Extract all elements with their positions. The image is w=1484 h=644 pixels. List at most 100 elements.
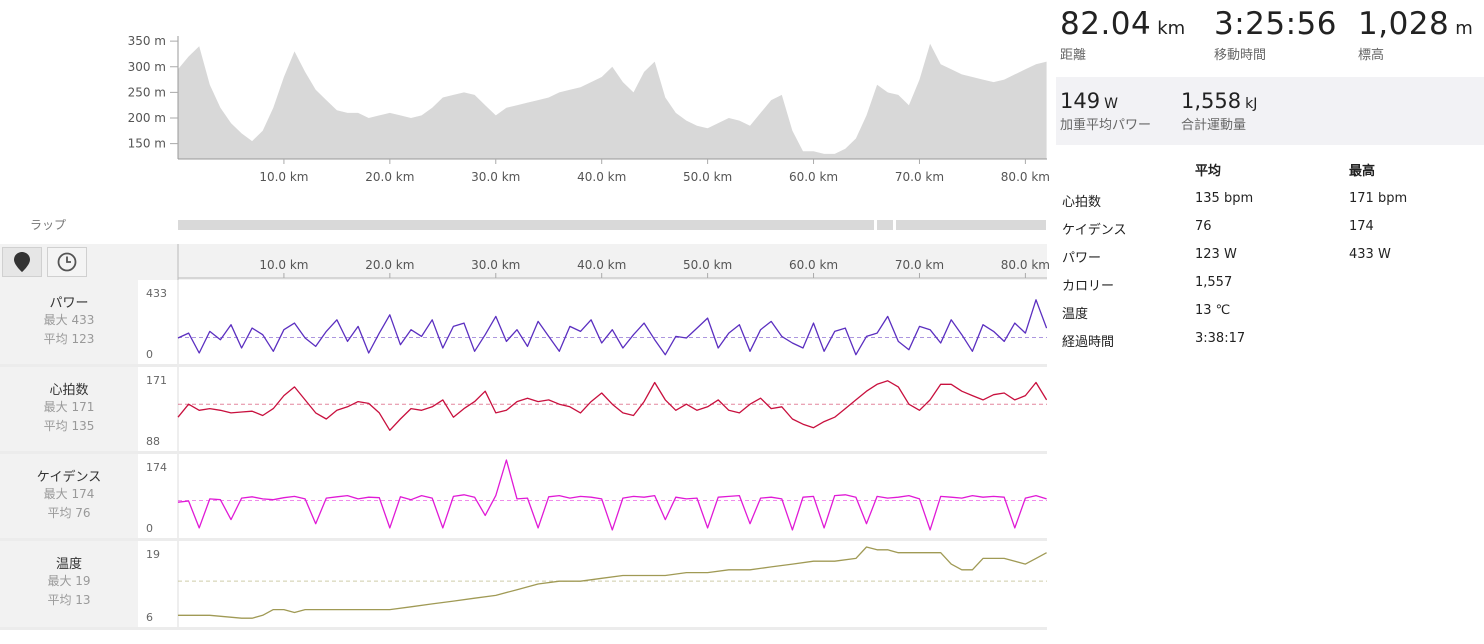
- power-chart[interactable]: 433 0: [140, 280, 1047, 364]
- moving-time-stat: 3:25:56 移動時間: [1214, 6, 1337, 63]
- distance-axis: 10.0 km 20.0 km 30.0 km 40.0 km 50.0 km 60.0 …: [177, 244, 1050, 280]
- x-tick-label: 30.0 km: [471, 170, 520, 184]
- x-tick-label: 10.0 km: [259, 258, 308, 272]
- hr-ymin-label: 88: [146, 435, 160, 448]
- elevation-area: [178, 43, 1047, 160]
- weighted-power-value: 149: [1060, 89, 1101, 113]
- temp-ymin-label: 6: [146, 611, 153, 624]
- metric-avg: 平均 76: [47, 506, 91, 520]
- weighted-power-stat: 149 W 加重平均パワー: [1060, 89, 1151, 133]
- cadence-label-panel: ケイデンス 最大 174 平均 76: [0, 454, 138, 538]
- x-tick-label: 70.0 km: [895, 170, 944, 184]
- cadence-series-line: [177, 459, 1047, 531]
- stats-row-label: 温度: [1062, 307, 1089, 322]
- stats-row-avg: 3:38:17: [1195, 331, 1246, 346]
- stats-row-label: パワー: [1062, 251, 1102, 266]
- metric-max: 最大 174: [43, 487, 95, 501]
- heart-rate-label-panel: 心拍数 最大 171 平均 135: [0, 367, 138, 451]
- heart-rate-chart[interactable]: 171 88: [140, 367, 1047, 451]
- stats-row-avg: 123 W: [1195, 247, 1237, 262]
- chart-divider: [0, 627, 1047, 630]
- chart-divider: [0, 364, 1047, 367]
- elevation-tick-label: 350 m: [128, 34, 166, 48]
- metric-avg: 平均 13: [47, 593, 91, 607]
- temperature-chart[interactable]: 19 6: [140, 541, 1047, 627]
- cadence-ymax-label: 174: [146, 461, 167, 474]
- stats-row-cadence: ケイデンス 76 174: [1062, 219, 1472, 247]
- temp-ymax-label: 19: [146, 548, 160, 561]
- moving-time-caption: 移動時間: [1214, 48, 1267, 63]
- power-ymin-label: 0: [146, 348, 153, 361]
- distance-stat: 82.04 km 距離: [1060, 6, 1185, 63]
- x-tick-label: 10.0 km: [259, 170, 308, 184]
- hr-series-line: [177, 380, 1047, 431]
- stats-row-avg: 135 bpm: [1195, 191, 1254, 206]
- x-tick-label: 20.0 km: [365, 170, 414, 184]
- x-tick-label: 60.0 km: [789, 258, 838, 272]
- elevation-tick-label: 150 m: [128, 137, 166, 151]
- cadence-ymin-label: 0: [146, 522, 153, 535]
- total-work-caption: 合計運動量: [1181, 118, 1247, 133]
- distance-unit: km: [1157, 18, 1186, 39]
- stats-row-max: 171 bpm: [1349, 191, 1408, 206]
- weighted-power-unit: W: [1104, 96, 1118, 112]
- metric-max: 最大 433: [43, 313, 95, 327]
- elevation-value: 1,028: [1358, 6, 1450, 42]
- x-tick-label: 20.0 km: [365, 258, 414, 272]
- stats-row-calories: カロリー 1,557: [1062, 275, 1472, 303]
- temperature-label-panel: 温度 最大 19 平均 13: [0, 541, 138, 627]
- distance-mode-button[interactable]: [2, 247, 42, 277]
- map-pin-icon: [14, 252, 30, 272]
- x-axis-mode-bar: [0, 244, 1047, 280]
- lap-bar[interactable]: [178, 220, 874, 230]
- stats-row-avg: 76: [1195, 219, 1212, 234]
- chart-divider: [0, 451, 1047, 454]
- elevation-stat: 1,028 m 標高: [1358, 6, 1473, 63]
- elevation-caption: 標高: [1358, 48, 1385, 63]
- stats-row-temperature: 温度 13 ℃: [1062, 303, 1472, 331]
- x-tick-label: 60.0 km: [789, 170, 838, 184]
- elevation-tick-label: 200 m: [128, 111, 166, 125]
- x-tick-label: 80.0 km: [1001, 258, 1050, 272]
- power-ymax-label: 433: [146, 287, 167, 300]
- stats-row-label: 心拍数: [1062, 195, 1102, 210]
- x-tick-label: 50.0 km: [683, 170, 732, 184]
- stats-row-label: 経過時間: [1062, 335, 1115, 350]
- power-summary-band: [1056, 77, 1484, 145]
- stats-row-avg: 1,557: [1195, 275, 1233, 290]
- power-series-line: [177, 299, 1047, 356]
- avg-column-header: 平均: [1195, 164, 1222, 179]
- metric-avg: 平均 135: [43, 419, 95, 433]
- temp-series-line: [178, 546, 1047, 619]
- laps-label: ラップ: [30, 218, 67, 232]
- distance-value: 82.04: [1060, 6, 1152, 42]
- lap-bar[interactable]: [877, 220, 893, 230]
- stats-row-power: パワー 123 W 433 W: [1062, 247, 1472, 275]
- lap-bar[interactable]: [896, 220, 1046, 230]
- power-label-panel: パワー 最大 433 平均 123: [0, 280, 138, 364]
- total-work-value: 1,558: [1181, 89, 1242, 113]
- elevation-tick-label: 250 m: [128, 85, 166, 99]
- stats-row-label: ケイデンス: [1062, 223, 1127, 238]
- stats-row-max: 174: [1349, 219, 1374, 234]
- elevation-tick-label: 300 m: [128, 60, 166, 74]
- distance-caption: 距離: [1060, 48, 1087, 63]
- weighted-power-caption: 加重平均パワー: [1060, 118, 1152, 133]
- x-tick-label: 30.0 km: [471, 258, 520, 272]
- moving-time-value: 3:25:56: [1214, 6, 1338, 42]
- x-tick-label: 70.0 km: [895, 258, 944, 272]
- elevation-chart[interactable]: 350 m 300 m 250 m 200 m 150 m 10.0 km 20.0 km 3…: [0, 0, 1056, 190]
- time-mode-button[interactable]: [47, 247, 87, 277]
- hr-ymax-label: 171: [146, 374, 167, 387]
- clock-icon: [57, 252, 77, 272]
- x-tick-label: 40.0 km: [577, 258, 626, 272]
- total-work-stat: 1,558 kJ 合計運動量: [1181, 89, 1257, 133]
- max-column-header: 最高: [1349, 164, 1376, 179]
- metric-max: 最大 171: [43, 400, 95, 414]
- x-tick-label: 80.0 km: [1001, 170, 1050, 184]
- metric-name: ケイデンス: [36, 470, 102, 485]
- x-tick-label: 40.0 km: [577, 170, 626, 184]
- metric-max: 最大 19: [47, 574, 91, 588]
- metric-name: 温度: [55, 557, 82, 572]
